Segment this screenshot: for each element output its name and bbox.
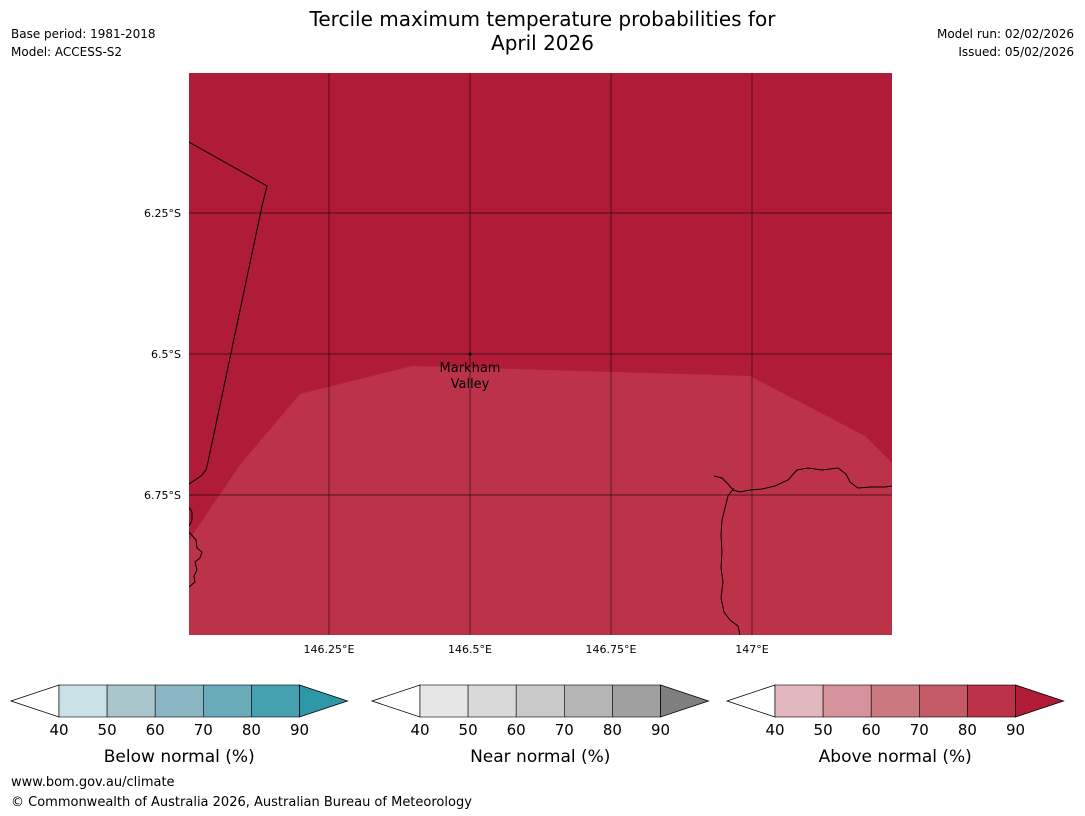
river-line-south bbox=[720, 487, 741, 635]
legend-tick-label: 80 bbox=[242, 721, 261, 739]
river-line-west-1 bbox=[189, 506, 193, 527]
lat-label: 6.5°S bbox=[151, 348, 181, 361]
legend-title: Above normal (%) bbox=[819, 747, 972, 767]
legend-arrow-low bbox=[9, 684, 60, 718]
boundaries bbox=[189, 141, 892, 635]
legend-tick-label: 50 bbox=[814, 721, 833, 739]
title-line-2: April 2026 bbox=[491, 31, 594, 55]
legend-tick-label: 40 bbox=[410, 721, 429, 739]
legend-swatch bbox=[870, 684, 920, 718]
legend-swatch bbox=[515, 684, 565, 718]
legend-tick-label: 70 bbox=[910, 721, 929, 739]
legend-near-normal: 40 50 60 70 80 90 Near normal (%) bbox=[370, 684, 710, 767]
legend-swatch bbox=[612, 684, 661, 718]
issued-text: Issued: 05/02/2026 bbox=[958, 45, 1074, 59]
legend-tick-label: 70 bbox=[555, 721, 574, 739]
map-area: Markham Valley bbox=[189, 73, 892, 635]
page-title: Tercile maximum temperature probabilitie… bbox=[0, 7, 1085, 55]
legend-swatch bbox=[467, 684, 517, 718]
district-boundary-line bbox=[189, 141, 268, 485]
title-line-1: Tercile maximum temperature probabilitie… bbox=[309, 7, 776, 31]
place-label-line-2: Valley bbox=[451, 377, 490, 392]
legend-swatch bbox=[251, 684, 300, 718]
lat-tick-labels: 6.25°S 6.5°S 6.75°S bbox=[144, 207, 181, 502]
legend-arrow-low bbox=[725, 684, 776, 718]
legend-arrow-high bbox=[1015, 684, 1065, 718]
legend-tick-label: 50 bbox=[459, 721, 478, 739]
legend-tick-label: 40 bbox=[49, 721, 68, 739]
lat-label: 6.25°S bbox=[144, 207, 181, 220]
website-text: www.bom.gov.au/climate bbox=[11, 775, 175, 790]
legend-tick-label: 80 bbox=[603, 721, 622, 739]
meta-left: Base period: 1981-2018 Model: ACCESS-S2 bbox=[11, 25, 156, 61]
legend-title: Below normal (%) bbox=[104, 747, 255, 767]
legend-title: Near normal (%) bbox=[470, 747, 610, 767]
legend-arrow-low bbox=[370, 684, 421, 718]
model-run-text: Model run: 02/02/2026 bbox=[936, 27, 1074, 41]
legend-swatch bbox=[918, 684, 968, 718]
legend-tick-label: 60 bbox=[146, 721, 165, 739]
meta-right: Model run: 02/02/2026 Issued: 05/02/2026 bbox=[937, 25, 1074, 61]
legend-tick-label: 40 bbox=[765, 721, 784, 739]
lat-label: 6.75°S bbox=[144, 489, 181, 502]
river-line-west-2 bbox=[189, 531, 203, 588]
lon-label: 146.75°E bbox=[586, 643, 637, 656]
legend-swatch bbox=[967, 684, 1016, 718]
place-marker bbox=[468, 352, 472, 356]
legend-swatch bbox=[106, 684, 156, 718]
legend-tick-label: 90 bbox=[1006, 721, 1025, 739]
lon-label: 146.5°E bbox=[448, 643, 492, 656]
region-above-70-80 bbox=[189, 366, 892, 635]
model-text: Model: ACCESS-S2 bbox=[11, 45, 123, 59]
legend-tick-label: 80 bbox=[958, 721, 977, 739]
legend-swatch bbox=[419, 684, 469, 718]
place-label-line-1: Markham bbox=[440, 361, 501, 376]
base-period-text: Base period: 1981-2018 bbox=[11, 27, 156, 41]
lon-tick-labels: 146.25°E 146.5°E 146.75°E 147°E bbox=[304, 643, 769, 656]
legend-swatch bbox=[774, 684, 824, 718]
legend-swatch bbox=[154, 684, 204, 718]
legend-above-normal: 40 50 60 70 80 90 Above normal (%) bbox=[725, 684, 1065, 767]
legend-tick-label: 90 bbox=[651, 721, 670, 739]
legend-swatch bbox=[822, 684, 872, 718]
legend-swatch bbox=[203, 684, 252, 718]
legend-tick-label: 90 bbox=[290, 721, 309, 739]
copyright-text: © Commonwealth of Australia 2026, Austra… bbox=[11, 795, 472, 810]
legend-swatch bbox=[563, 684, 613, 718]
legend-arrow-high bbox=[299, 684, 349, 718]
legend-below-normal: 40 50 60 70 80 90 Below normal (%) bbox=[9, 684, 349, 767]
lon-label: 147°E bbox=[735, 643, 768, 656]
legend-tick-label: 50 bbox=[98, 721, 117, 739]
lon-label: 146.25°E bbox=[304, 643, 355, 656]
legend-tick-label: 60 bbox=[862, 721, 881, 739]
legend-tick-label: 60 bbox=[507, 721, 526, 739]
legend-arrow-high bbox=[660, 684, 710, 718]
legend-tick-label: 70 bbox=[194, 721, 213, 739]
legend-swatch bbox=[58, 684, 108, 718]
